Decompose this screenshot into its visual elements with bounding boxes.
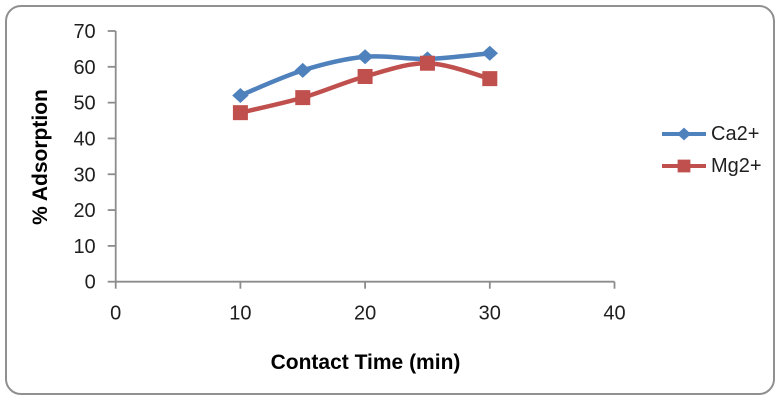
square-marker-icon xyxy=(662,159,706,173)
svg-text:50: 50 xyxy=(73,93,95,115)
svg-text:10: 10 xyxy=(229,303,251,325)
svg-text:0: 0 xyxy=(110,303,121,325)
svg-text:20: 20 xyxy=(73,200,95,222)
svg-text:30: 30 xyxy=(73,164,95,186)
legend: Ca2+ Mg2+ xyxy=(660,123,762,177)
svg-text:30: 30 xyxy=(479,303,501,325)
svg-text:20: 20 xyxy=(354,303,376,325)
svg-text:0: 0 xyxy=(85,272,96,294)
x-axis-title: Contact Time (min) xyxy=(270,351,461,374)
legend-item-mg2plus: Mg2+ xyxy=(660,155,762,177)
svg-text:10: 10 xyxy=(73,236,95,258)
svg-text:70: 70 xyxy=(73,21,95,43)
legend-label-ca2plus: Ca2+ xyxy=(711,123,760,145)
svg-text:40: 40 xyxy=(603,303,625,325)
y-axis-title-text: % Adsorption xyxy=(29,88,52,225)
legend-item-ca2plus: Ca2+ xyxy=(660,123,762,145)
y-axis-title: % Adsorption xyxy=(16,31,66,282)
legend-label-mg2plus: Mg2+ xyxy=(711,155,762,177)
diamond-marker-icon xyxy=(662,127,706,141)
svg-text:60: 60 xyxy=(73,57,95,79)
svg-text:40: 40 xyxy=(73,128,95,150)
